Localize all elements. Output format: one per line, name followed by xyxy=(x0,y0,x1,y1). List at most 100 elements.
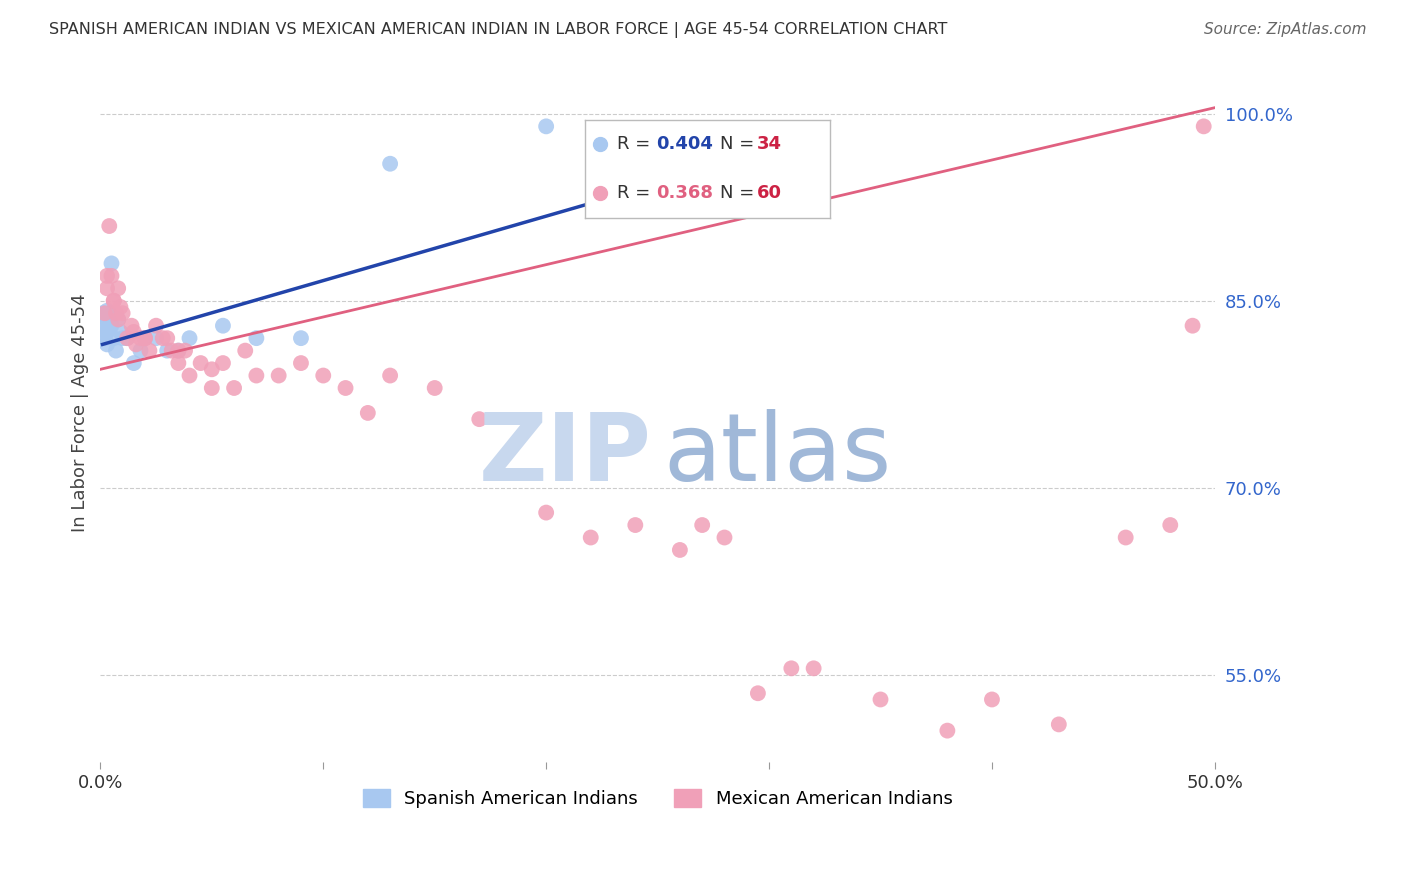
Point xyxy=(803,126,825,140)
Point xyxy=(981,692,1004,706)
Point xyxy=(134,331,156,345)
Text: ZIP: ZIP xyxy=(479,409,652,500)
Point xyxy=(96,337,118,351)
Point xyxy=(107,312,129,326)
Point xyxy=(100,256,122,270)
Point xyxy=(94,318,117,333)
Point xyxy=(134,331,156,345)
Point xyxy=(94,306,117,320)
Point xyxy=(290,331,312,345)
Point xyxy=(245,331,267,345)
Point xyxy=(100,268,122,283)
Point xyxy=(780,661,803,675)
Point xyxy=(103,331,125,345)
Point xyxy=(167,343,190,358)
Y-axis label: In Labor Force | Age 45-54: In Labor Force | Age 45-54 xyxy=(72,293,89,533)
Point xyxy=(145,318,167,333)
Point xyxy=(290,356,312,370)
Point xyxy=(107,281,129,295)
Point xyxy=(107,312,129,326)
Point xyxy=(222,381,245,395)
Point xyxy=(103,293,125,308)
Point xyxy=(468,412,491,426)
Text: atlas: atlas xyxy=(664,409,891,500)
Point xyxy=(179,368,201,383)
Point xyxy=(769,126,792,140)
Point xyxy=(690,518,713,533)
Point xyxy=(156,331,179,345)
Point xyxy=(115,331,138,345)
Point xyxy=(125,337,148,351)
Point xyxy=(110,300,132,314)
Point xyxy=(803,661,825,675)
Point xyxy=(936,723,959,738)
Point xyxy=(335,381,357,395)
Point xyxy=(1115,531,1137,545)
Point xyxy=(869,692,891,706)
Point xyxy=(122,356,145,370)
Point xyxy=(96,325,118,339)
Point xyxy=(98,219,121,233)
Point xyxy=(110,325,132,339)
Point xyxy=(94,331,117,345)
Point xyxy=(1192,120,1215,134)
Point xyxy=(115,331,138,345)
Point xyxy=(167,356,190,370)
Point xyxy=(103,293,125,308)
Point xyxy=(121,318,143,333)
Point xyxy=(179,331,201,345)
Point xyxy=(534,506,557,520)
Point xyxy=(129,343,152,358)
Point xyxy=(245,368,267,383)
Point xyxy=(267,368,290,383)
Point xyxy=(201,381,224,395)
Point xyxy=(96,303,118,318)
Point xyxy=(201,362,224,376)
Point xyxy=(111,306,134,320)
Point xyxy=(167,343,190,358)
Point xyxy=(96,281,118,295)
Point xyxy=(1181,318,1204,333)
Point xyxy=(312,368,335,383)
Point xyxy=(233,343,256,358)
Point xyxy=(378,368,401,383)
Point xyxy=(624,518,647,533)
Point xyxy=(1047,717,1070,731)
Point xyxy=(160,343,183,358)
Point xyxy=(134,331,156,345)
Point xyxy=(747,686,769,700)
Point xyxy=(212,356,235,370)
Point xyxy=(94,309,117,323)
Point xyxy=(152,331,174,345)
Point xyxy=(91,306,114,320)
Point xyxy=(96,268,118,283)
Point xyxy=(713,531,735,545)
Point xyxy=(190,356,212,370)
Point xyxy=(378,157,401,171)
Text: SPANISH AMERICAN INDIAN VS MEXICAN AMERICAN INDIAN IN LABOR FORCE | AGE 45-54 CO: SPANISH AMERICAN INDIAN VS MEXICAN AMERI… xyxy=(49,22,948,38)
Point xyxy=(1159,518,1181,533)
Point xyxy=(174,343,197,358)
Point xyxy=(669,543,692,558)
Point xyxy=(104,306,127,320)
Point xyxy=(534,120,557,134)
Point xyxy=(111,331,134,345)
Point xyxy=(138,343,160,358)
Text: Source: ZipAtlas.com: Source: ZipAtlas.com xyxy=(1204,22,1367,37)
Point xyxy=(579,531,602,545)
Point xyxy=(91,331,114,345)
Point xyxy=(91,318,114,333)
Point xyxy=(423,381,446,395)
Point xyxy=(100,318,122,333)
Point xyxy=(98,321,121,335)
Point xyxy=(104,343,127,358)
Point xyxy=(212,318,235,333)
Point xyxy=(122,325,145,339)
Point xyxy=(96,312,118,326)
Point xyxy=(129,331,152,345)
Legend: Spanish American Indians, Mexican American Indians: Spanish American Indians, Mexican Americ… xyxy=(356,781,960,815)
Point xyxy=(357,406,380,420)
Point xyxy=(98,306,121,320)
Point xyxy=(156,343,179,358)
Point xyxy=(145,331,167,345)
